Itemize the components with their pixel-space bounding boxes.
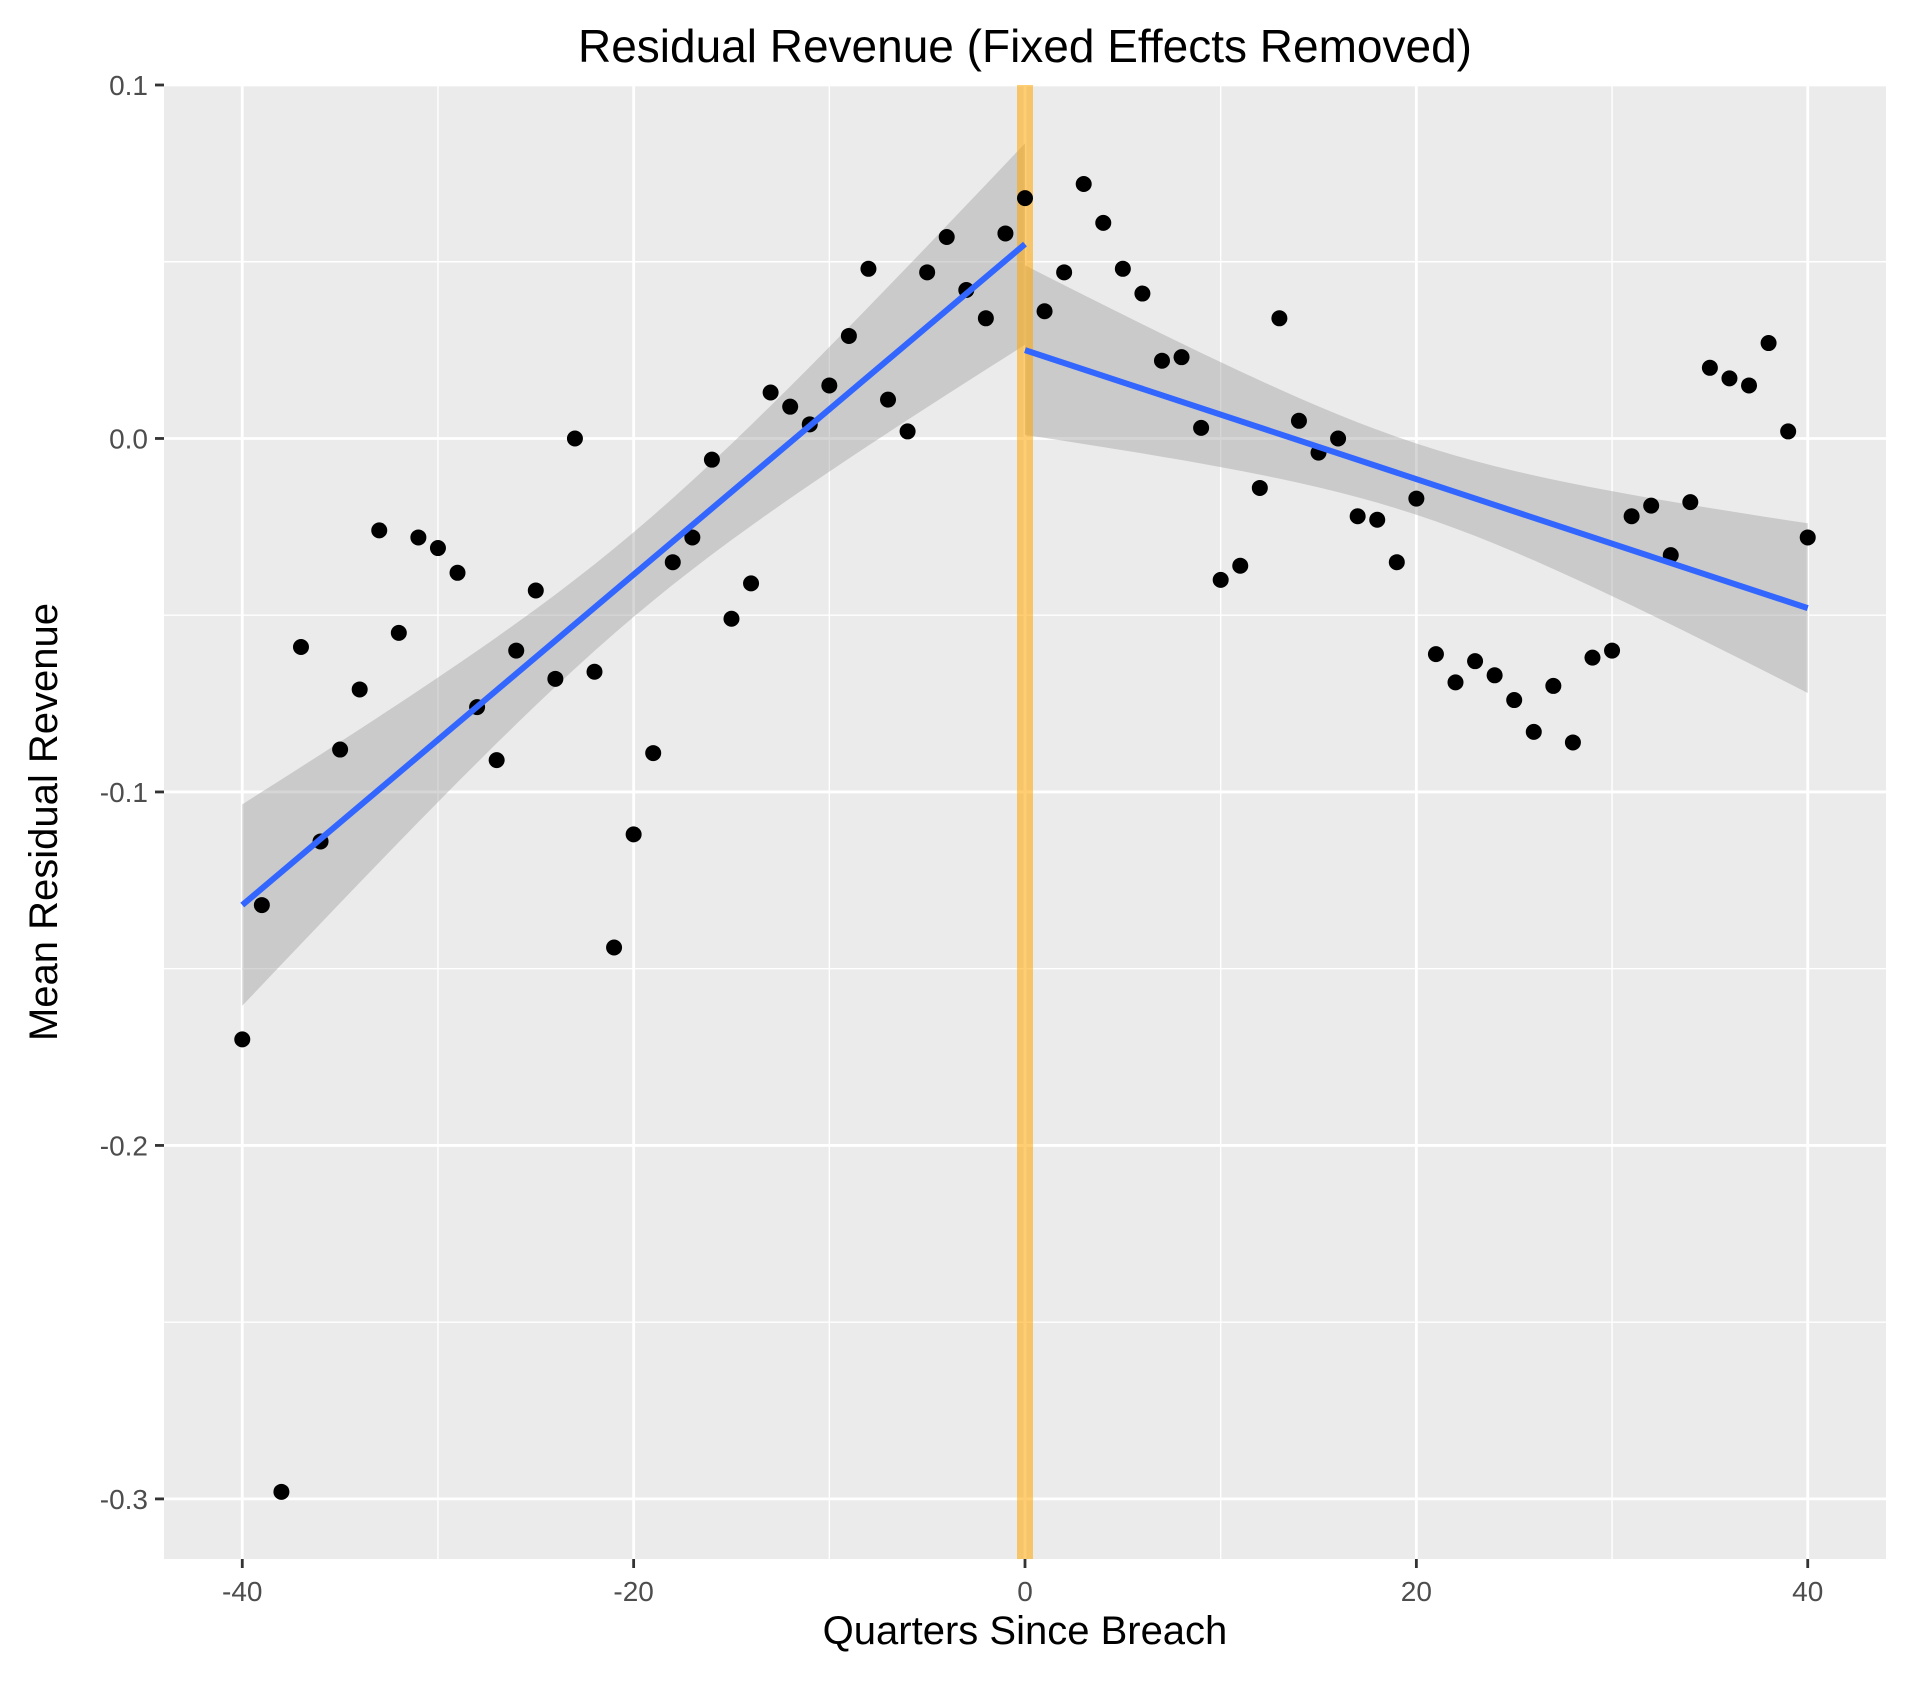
data-point — [664, 554, 681, 571]
data-point — [860, 260, 877, 277]
data-point — [1760, 335, 1777, 352]
data-point — [1330, 430, 1347, 447]
data-point — [1349, 508, 1366, 525]
data-point — [1056, 264, 1073, 281]
x-tick-label: -40 — [222, 1576, 262, 1607]
data-point — [1153, 352, 1170, 369]
data-point — [566, 430, 583, 447]
data-point — [1036, 303, 1053, 320]
data-point — [1212, 571, 1229, 588]
data-point — [840, 327, 857, 344]
data-point — [508, 642, 525, 659]
data-point — [332, 741, 349, 758]
x-axis: -40 -20 0 20 40 — [222, 1559, 1823, 1607]
data-point — [703, 451, 720, 468]
data-point — [1408, 490, 1425, 507]
data-point — [292, 639, 309, 656]
data-point — [880, 391, 897, 408]
y-tick-label: 0.0 — [109, 423, 148, 454]
y-axis: 0.1 0.0 -0.1 -0.2 -0.3 — [100, 70, 164, 1515]
data-point — [1095, 214, 1112, 231]
data-point — [527, 582, 544, 599]
y-tick-label: -0.1 — [100, 777, 148, 808]
data-point — [1427, 646, 1444, 663]
data-point — [253, 897, 270, 914]
data-point — [449, 564, 466, 581]
data-point — [547, 670, 564, 687]
data-point — [1173, 349, 1190, 366]
data-point — [821, 377, 838, 394]
y-tick-label: -0.3 — [100, 1484, 148, 1515]
data-point — [1017, 190, 1033, 207]
data-point — [625, 826, 642, 843]
data-point — [1290, 412, 1307, 429]
data-point — [273, 1483, 290, 1500]
data-point — [606, 939, 623, 956]
data-point — [1643, 497, 1660, 514]
data-point — [390, 624, 407, 641]
data-point — [1251, 479, 1268, 496]
data-point — [1545, 677, 1562, 694]
data-point — [1564, 734, 1581, 751]
data-point — [488, 752, 505, 769]
data-point — [410, 529, 427, 546]
data-point — [234, 1031, 251, 1048]
data-point — [1447, 674, 1464, 691]
data-point — [1623, 508, 1640, 525]
data-point — [1486, 667, 1503, 684]
data-point — [371, 522, 388, 539]
fit-lines — [240, 241, 1809, 908]
data-points — [234, 175, 1816, 1500]
data-point — [1701, 359, 1718, 376]
data-point — [1506, 692, 1523, 709]
data-point — [351, 681, 368, 698]
x-tick-label: 40 — [1792, 1576, 1823, 1607]
data-point — [899, 423, 916, 440]
data-point — [1799, 529, 1816, 546]
data-point — [723, 610, 740, 627]
data-point — [1467, 653, 1484, 670]
data-point — [1232, 557, 1249, 574]
fit-line-pre-breach — [240, 241, 1027, 908]
data-point — [1604, 642, 1621, 659]
data-point — [977, 310, 994, 327]
data-point — [1114, 260, 1131, 277]
data-point — [1369, 511, 1386, 528]
data-point — [645, 745, 662, 762]
data-point — [1682, 494, 1699, 511]
data-point — [743, 575, 760, 592]
data-point — [1721, 370, 1738, 387]
data-point — [919, 264, 936, 281]
chart-title: Residual Revenue (Fixed Effects Removed) — [578, 20, 1472, 72]
data-point — [1134, 285, 1151, 302]
data-point — [429, 540, 446, 557]
data-point — [1741, 377, 1758, 394]
data-point — [1388, 554, 1405, 571]
y-tick-label: 0.1 — [109, 70, 148, 101]
y-axis-title: Mean Residual Revenue — [22, 603, 66, 1041]
data-point — [1525, 723, 1542, 740]
data-point — [1271, 310, 1288, 327]
y-tick-label: -0.2 — [100, 1130, 148, 1161]
data-point — [997, 225, 1014, 242]
data-point — [1584, 649, 1601, 666]
data-point — [684, 529, 701, 546]
fit-line-post-breach — [1024, 347, 1809, 611]
x-tick-label: 0 — [1017, 1576, 1033, 1607]
x-tick-label: -20 — [613, 1576, 653, 1607]
data-point — [586, 663, 603, 680]
data-point — [1780, 423, 1797, 440]
x-axis-title: Quarters Since Breach — [823, 1609, 1228, 1653]
data-point — [782, 398, 799, 415]
data-point — [762, 384, 779, 401]
data-point — [938, 228, 955, 245]
x-tick-label: 20 — [1401, 1576, 1432, 1607]
data-point — [1193, 419, 1210, 436]
data-point — [1075, 175, 1092, 192]
